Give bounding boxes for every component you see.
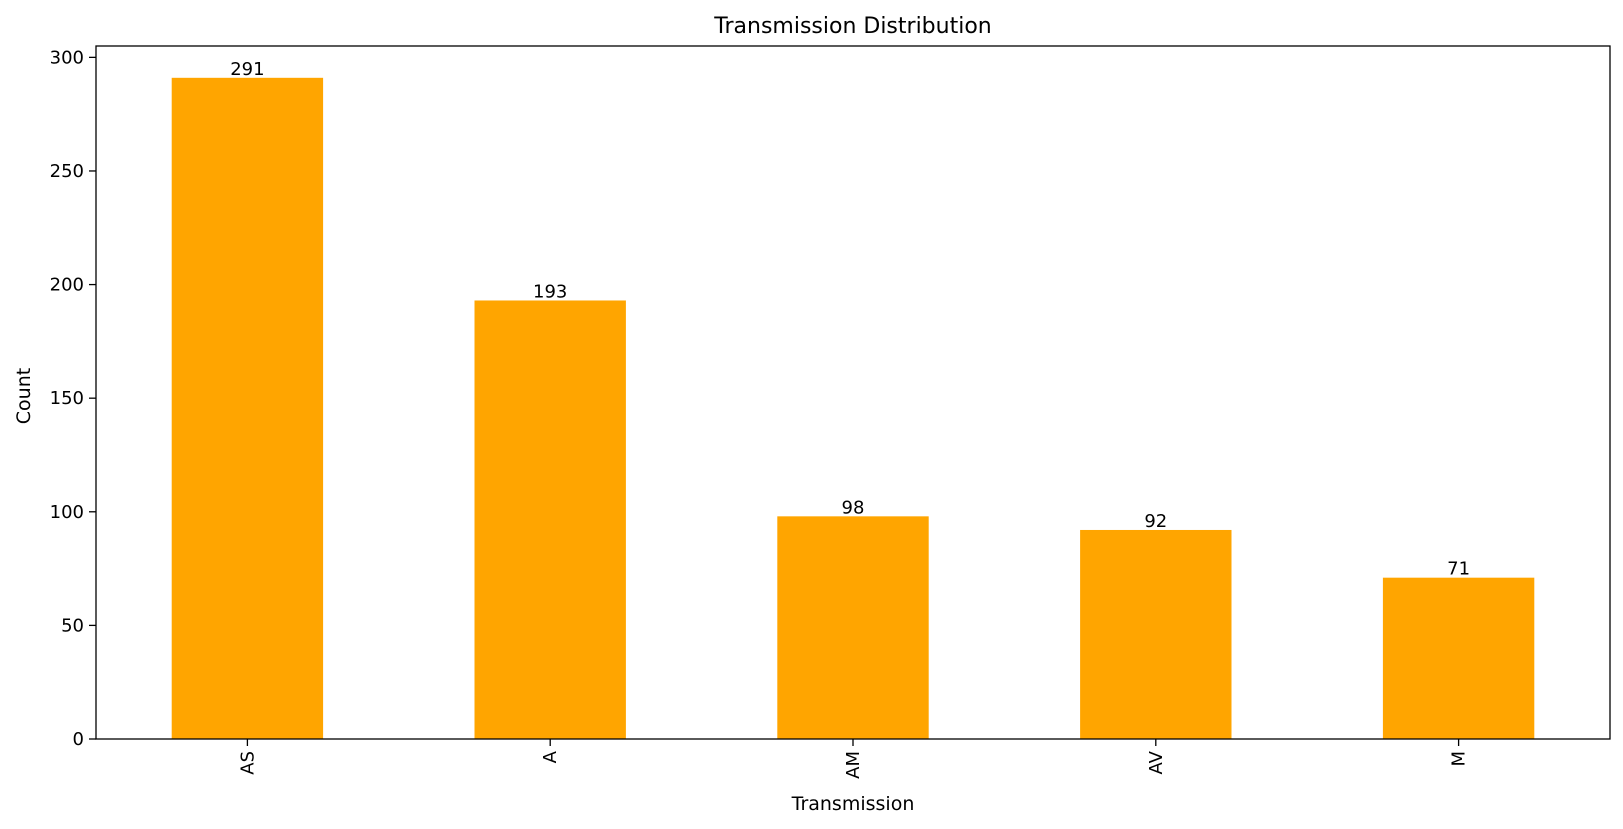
bar-as [171, 77, 324, 740]
data-label-am: 98 [842, 497, 865, 518]
y-axis-label: Count [13, 368, 35, 424]
x-tick-label-a: A [540, 750, 561, 763]
data-label-a: 193 [533, 281, 567, 302]
x-tick-label-am: AM [843, 751, 864, 779]
bar-am [777, 516, 929, 739]
bar-a [474, 300, 626, 739]
y-tick-label-100: 100 [50, 502, 84, 523]
y-tick-label-0: 0 [73, 729, 84, 750]
bar-m [1382, 577, 1535, 739]
y-tick-label-300: 300 [50, 47, 84, 68]
x-axis-label: Transmission [791, 793, 915, 815]
data-label-as: 291 [230, 59, 264, 80]
axes-frame [95, 45, 1611, 740]
y-tick-label-250: 250 [50, 161, 84, 182]
y-tick-label-50: 50 [61, 615, 84, 636]
plot-area: 291 AS 193 A 98 AM 92 AV 71 M 0 50 100 150 200 250 300 [50, 45, 1611, 779]
y-tick-label-150: 150 [50, 388, 84, 409]
data-label-m: 71 [1447, 559, 1470, 580]
x-tick-label-av: AV [1146, 750, 1167, 774]
data-label-av: 92 [1144, 511, 1167, 532]
chart-title: Transmission Distribution [713, 14, 991, 39]
bar-av [1080, 529, 1232, 739]
x-tick-label-as: AS [237, 751, 258, 775]
y-tick-label-200: 200 [50, 275, 84, 296]
x-tick-label-m: M [1449, 751, 1470, 767]
